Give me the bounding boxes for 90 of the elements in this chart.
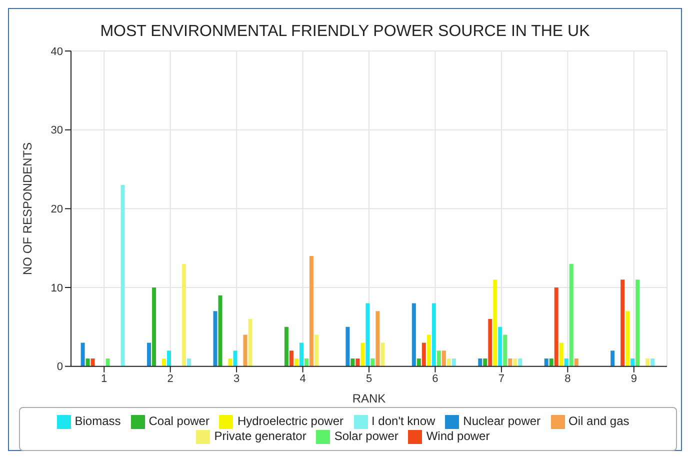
y-tick-label: 0 xyxy=(56,361,63,374)
bar xyxy=(416,358,421,366)
bar xyxy=(182,264,186,366)
bar xyxy=(436,350,441,366)
bar xyxy=(86,358,90,366)
bar xyxy=(370,358,375,366)
x-axis-title: RANK xyxy=(352,391,386,406)
bar xyxy=(559,342,564,366)
bar xyxy=(630,358,635,366)
bar xyxy=(356,358,360,366)
bar xyxy=(636,280,640,366)
bar xyxy=(162,358,166,366)
bar xyxy=(426,334,431,366)
bar xyxy=(289,350,294,366)
bar xyxy=(346,326,350,366)
x-tick-label: 8 xyxy=(564,373,571,386)
bar xyxy=(243,334,248,366)
bar xyxy=(376,311,380,366)
bar xyxy=(147,342,152,366)
legend-label: Wind power xyxy=(426,429,490,444)
bar xyxy=(299,342,304,366)
x-tick-label: 7 xyxy=(498,373,505,386)
bar xyxy=(564,358,568,366)
bar xyxy=(432,303,436,366)
bar xyxy=(574,358,578,366)
x-tick-label: 2 xyxy=(167,373,174,386)
bar xyxy=(610,350,615,366)
bar xyxy=(152,288,156,366)
bar xyxy=(80,342,85,366)
legend-label: Nuclear power xyxy=(463,414,541,428)
bar xyxy=(650,358,655,366)
x-tick-label: 6 xyxy=(432,373,438,386)
legend-label: Oil and gas xyxy=(568,414,630,428)
bar xyxy=(366,303,370,366)
y-axis-title: NO OF RESPONDENTS xyxy=(20,142,34,276)
bar xyxy=(304,358,308,366)
y-tick-label: 30 xyxy=(50,124,63,137)
bar xyxy=(569,264,574,366)
bar xyxy=(446,358,451,366)
bar xyxy=(309,256,314,366)
x-tick-label: 3 xyxy=(233,373,240,386)
bar xyxy=(518,358,522,366)
bar xyxy=(483,358,488,366)
bar xyxy=(493,280,498,366)
bar xyxy=(248,319,252,366)
x-tick-label: 9 xyxy=(630,373,637,386)
legend-label: Solar power xyxy=(334,429,398,444)
x-tick-label: 1 xyxy=(101,373,108,386)
bar xyxy=(554,288,558,366)
bar xyxy=(478,358,482,366)
bar xyxy=(167,350,172,366)
bar xyxy=(488,319,492,366)
bar xyxy=(412,303,416,366)
y-tick-label: 10 xyxy=(50,282,63,294)
y-tick-label: 20 xyxy=(50,204,63,216)
bar xyxy=(498,326,502,366)
bar xyxy=(442,350,446,366)
bar xyxy=(549,358,554,366)
bar xyxy=(228,358,232,366)
bar xyxy=(508,358,512,366)
x-tick-label: 5 xyxy=(366,373,372,386)
bar xyxy=(422,342,426,366)
bar xyxy=(452,358,456,366)
bar xyxy=(120,185,125,366)
bar xyxy=(106,358,110,366)
bar xyxy=(513,358,518,366)
legend-label: Biomass xyxy=(74,414,121,428)
bar xyxy=(90,358,95,366)
y-tick-label: 40 xyxy=(50,46,63,58)
x-tick-label: 4 xyxy=(300,373,306,386)
bar xyxy=(314,334,318,366)
bar xyxy=(294,358,298,366)
bar xyxy=(350,358,355,366)
bar xyxy=(187,358,192,366)
bar xyxy=(620,280,625,366)
bar xyxy=(626,311,630,366)
chart-title: MOST ENVIRONMENTAL FRIENDLY POWER SOURCE IN THE UK xyxy=(99,23,591,41)
bar xyxy=(284,326,288,366)
bar xyxy=(380,342,385,366)
legend-label: Hydroelectric power xyxy=(237,414,344,428)
legend-label: Private generator xyxy=(214,429,306,444)
bar xyxy=(218,295,222,366)
legend-label: Coal power xyxy=(148,414,210,428)
bar xyxy=(544,358,548,366)
legend-label: I don't know xyxy=(372,414,436,428)
bar xyxy=(233,350,238,366)
bar xyxy=(213,311,218,366)
bar xyxy=(646,358,650,366)
bar xyxy=(503,334,508,366)
bar xyxy=(360,342,365,366)
